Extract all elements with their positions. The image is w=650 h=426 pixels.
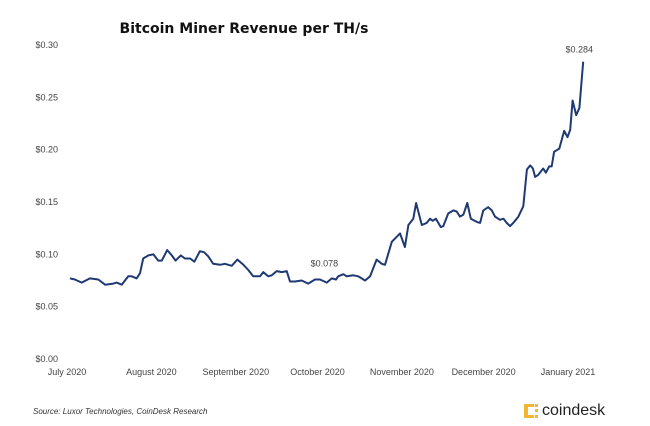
y-tick-label: $0.10 xyxy=(35,249,58,259)
y-tick-label: $0.30 xyxy=(35,40,58,50)
y-tick-label: $0.20 xyxy=(35,145,58,155)
chart-title: Bitcoin Miner Revenue per TH/s xyxy=(120,21,369,37)
y-tick-label: $0.05 xyxy=(35,302,58,312)
x-tick-label: October 2020 xyxy=(290,367,345,377)
coindesk-logo-text: coindesk xyxy=(542,402,606,419)
x-tick-label: September 2020 xyxy=(203,367,270,377)
y-tick-label: $0.25 xyxy=(35,92,58,102)
source-note: Source: Luxor Technologies, CoinDesk Res… xyxy=(33,407,208,416)
data-label: $0.284 xyxy=(565,45,593,55)
y-tick-label: $0.15 xyxy=(35,197,58,207)
series-group xyxy=(69,61,585,286)
x-tick-label: August 2020 xyxy=(126,367,177,377)
x-tick-label: January 2021 xyxy=(541,367,596,377)
x-axis: July 2020 August 2020 September 2020 Octobe… xyxy=(48,367,596,377)
x-tick-label: November 2020 xyxy=(370,367,434,377)
data-label: $0.078 xyxy=(311,258,339,268)
y-axis: $0.30 $0.25 $0.20 $0.15 $0.10 $0.05 $0.00 xyxy=(35,40,58,364)
x-tick-label: December 2020 xyxy=(452,367,516,377)
coindesk-logo: coindesk xyxy=(524,402,605,420)
series-line xyxy=(69,61,585,286)
y-tick-label: $0.00 xyxy=(35,354,58,364)
coindesk-logo-icon xyxy=(524,404,538,418)
annotations: $0.078 $0.284 xyxy=(311,45,593,269)
x-tick-label: July 2020 xyxy=(48,367,87,377)
